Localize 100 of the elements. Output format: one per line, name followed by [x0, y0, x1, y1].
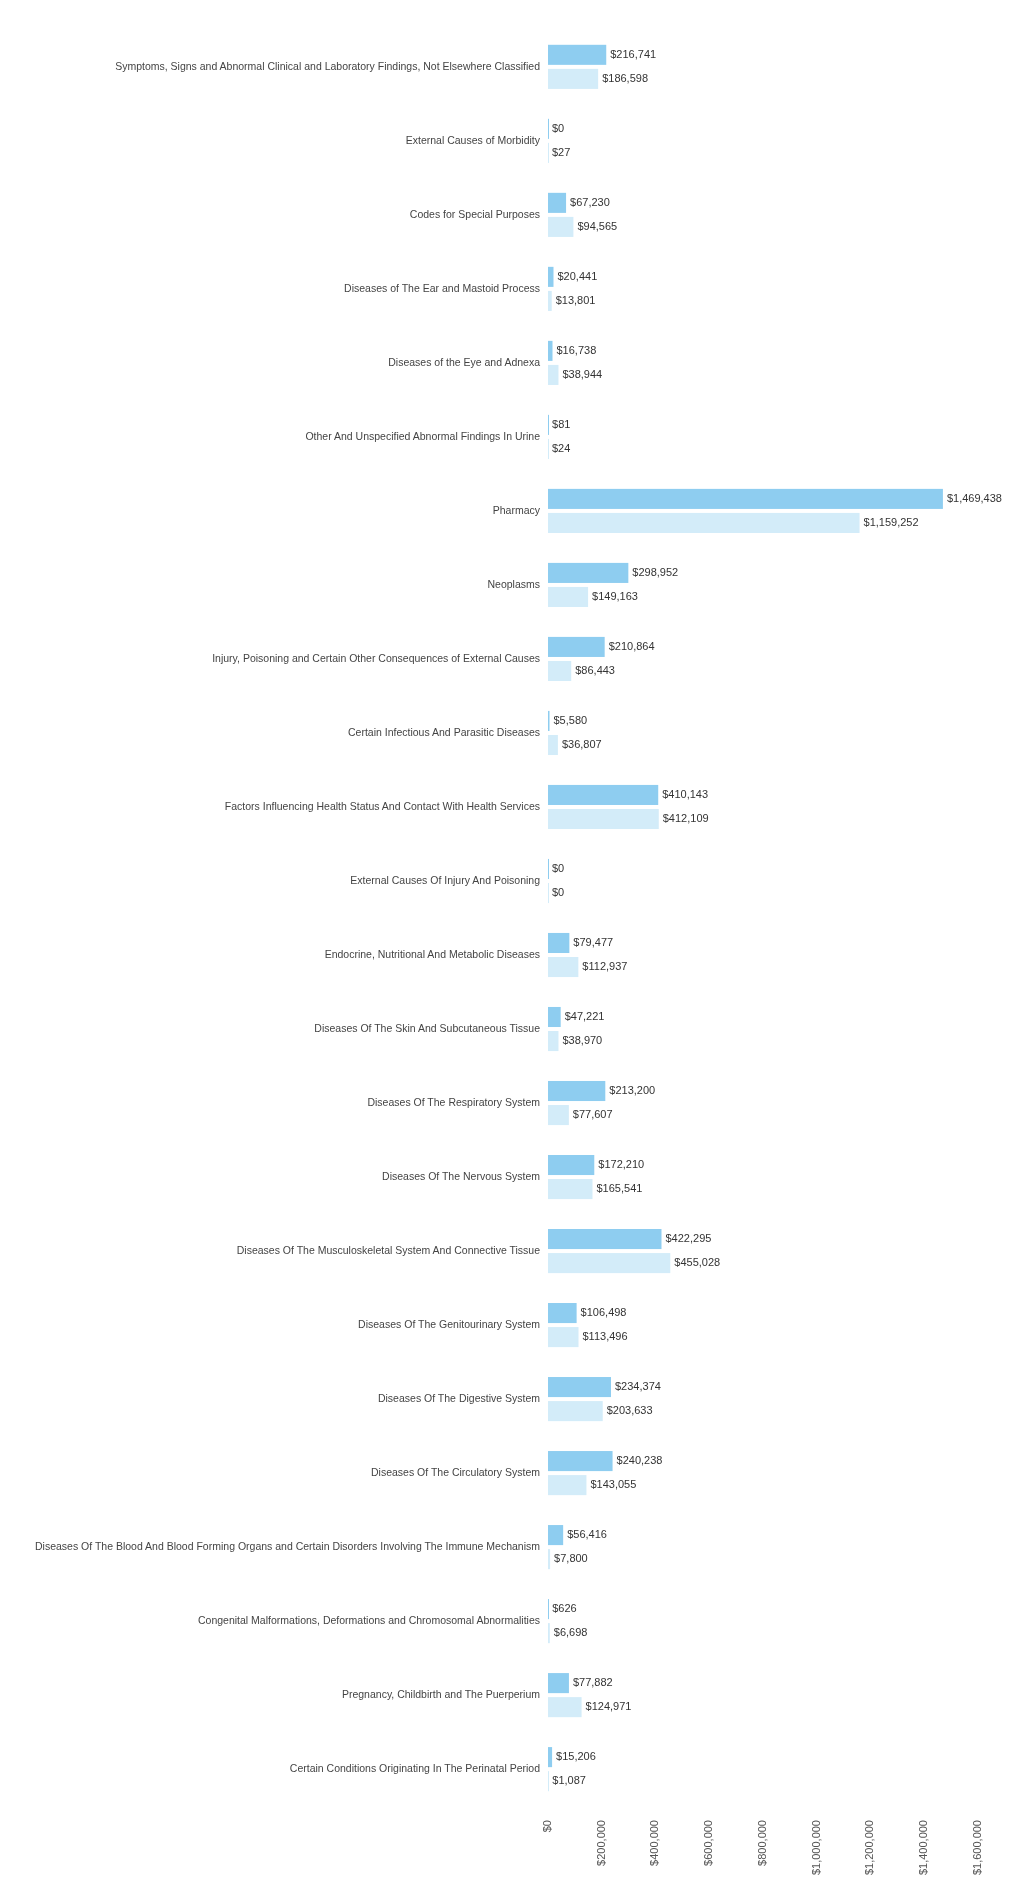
data-label: $79,477 [573, 935, 614, 948]
bar [548, 1179, 593, 1200]
bar [548, 1031, 559, 1052]
bar [548, 808, 659, 830]
bar [548, 957, 579, 978]
bar [548, 290, 552, 311]
data-label: $172,210 [598, 1157, 645, 1170]
data-label: $67,230 [570, 195, 610, 208]
data-label: $165,541 [596, 1181, 643, 1194]
data-label: $1,469,438 [946, 491, 1002, 504]
data-label: $213,200 [609, 1083, 656, 1096]
data-label: $234,374 [614, 1379, 661, 1392]
data-label: $15,206 [556, 1750, 596, 1763]
y-tick-label: Diseases Of The Genitourinary System [358, 1317, 541, 1330]
data-label: $1,159,252 [863, 515, 919, 528]
bar [548, 1451, 613, 1472]
bar [548, 44, 607, 65]
y-tick-label: Neoplasms [487, 577, 540, 590]
y-tick-label: Other And Unspecified Abnormal Findings In Urine [305, 429, 541, 442]
data-label: $81 [552, 417, 571, 430]
y-tick-label: Pharmacy [492, 503, 541, 516]
bar [548, 1673, 569, 1694]
data-label: $298,952 [632, 565, 679, 578]
y-tick-label: Codes for Special Purposes [409, 207, 540, 220]
data-label: $143,055 [590, 1478, 637, 1491]
bar [548, 68, 599, 89]
data-label: $113,496 [582, 1330, 628, 1342]
bar [548, 216, 574, 237]
data-label: $47,221 [564, 1009, 605, 1022]
data-label: $77,882 [572, 1676, 613, 1689]
data-label: $210,864 [608, 639, 655, 652]
bar [548, 1229, 662, 1250]
data-label: $36,807 [561, 737, 602, 750]
data-label: $16,738 [556, 343, 597, 356]
bar [548, 1080, 606, 1102]
y-tick-label: Symptoms, Signs and Abnormal Clinical and Laboratory Findings, Not Elsewhere Classified [115, 59, 541, 72]
data-label: $216,741 [610, 47, 657, 60]
x-tick-label: $1,600,000 [970, 1820, 983, 1876]
y-tick-label: Diseases Of The Musculoskeletal System And Connective Tissue [236, 1243, 541, 1256]
y-tick-label: Diseases of The Ear and Mastoid Process [344, 281, 540, 294]
data-label: $24 [552, 441, 571, 454]
data-label: $6,698 [553, 1626, 588, 1639]
data-label: $86,443 [575, 663, 615, 676]
y-tick-label: Diseases Of The Nervous System [382, 1169, 541, 1182]
data-label: $27 [552, 145, 571, 158]
y-tick-label: Factors Influencing Health Status And Contact With Health Services [224, 799, 540, 812]
x-tick-label: $0 [540, 1820, 553, 1833]
bar [548, 488, 943, 509]
data-label: $94,565 [577, 219, 618, 232]
y-tick-label: Diseases Of The Respiratory System [367, 1095, 541, 1108]
bar [548, 784, 659, 805]
y-tick-label: Certain Infectious And Parasitic Diseases [347, 725, 540, 738]
x-tick-label: $600,000 [702, 1820, 715, 1866]
bar [548, 1475, 587, 1496]
y-tick-label: Certain Conditions Originating In The Perinatal Period [289, 1761, 541, 1774]
bar [548, 1401, 603, 1422]
x-tick-label: $1,000,000 [809, 1820, 822, 1876]
data-label: $13,801 [555, 293, 596, 306]
data-label: $455,028 [674, 1255, 721, 1268]
x-tick-label: $800,000 [755, 1820, 768, 1866]
data-label: $7,800 [554, 1552, 588, 1565]
y-tick-label: Injury, Poisoning and Certain Other Consequences of External Causes [212, 651, 540, 664]
y-tick-label: Diseases Of The Skin And Subcutaneous Tissue [314, 1021, 541, 1034]
bar [548, 1549, 551, 1570]
y-tick-label: External Causes of Morbidity [405, 133, 541, 146]
bar [548, 1377, 611, 1398]
bar [548, 562, 629, 583]
data-label: $112,937 [582, 959, 628, 972]
data-label: $1,087 [552, 1774, 586, 1787]
data-label: $38,970 [562, 1033, 603, 1046]
data-label: $149,163 [592, 589, 638, 602]
bar [548, 1006, 561, 1028]
bar [548, 636, 605, 657]
data-label: $412,109 [662, 811, 709, 824]
data-label: $626 [552, 1602, 577, 1614]
bar [548, 364, 559, 385]
bar [548, 512, 860, 533]
data-label: $38,944 [562, 367, 603, 380]
x-tick-label: $1,400,000 [917, 1820, 930, 1876]
data-label: $0 [552, 885, 565, 898]
y-tick-label: Diseases Of The Circulatory System [370, 1465, 541, 1478]
data-label: $0 [552, 121, 565, 134]
data-label: $0 [552, 861, 565, 874]
bar [548, 1303, 577, 1324]
data-label: $106,498 [580, 1305, 627, 1318]
bar [548, 1105, 569, 1126]
data-label: $124,971 [585, 1700, 632, 1713]
bar [548, 266, 554, 287]
y-tick-label: Diseases Of The Digestive System [377, 1391, 541, 1404]
y-tick-label: External Causes Of Injury And Poisoning [350, 873, 541, 886]
bar [548, 932, 570, 954]
data-label: $56,416 [567, 1527, 607, 1540]
y-tick-label: Pregnancy, Childbirth and The Puerperium [341, 1687, 541, 1700]
bar [548, 734, 558, 756]
data-label: $5,580 [553, 713, 588, 726]
data-label: $203,633 [606, 1404, 653, 1417]
data-label: $20,441 [557, 269, 598, 282]
bar [548, 192, 567, 213]
bar [548, 1253, 671, 1274]
bar [548, 1697, 582, 1718]
